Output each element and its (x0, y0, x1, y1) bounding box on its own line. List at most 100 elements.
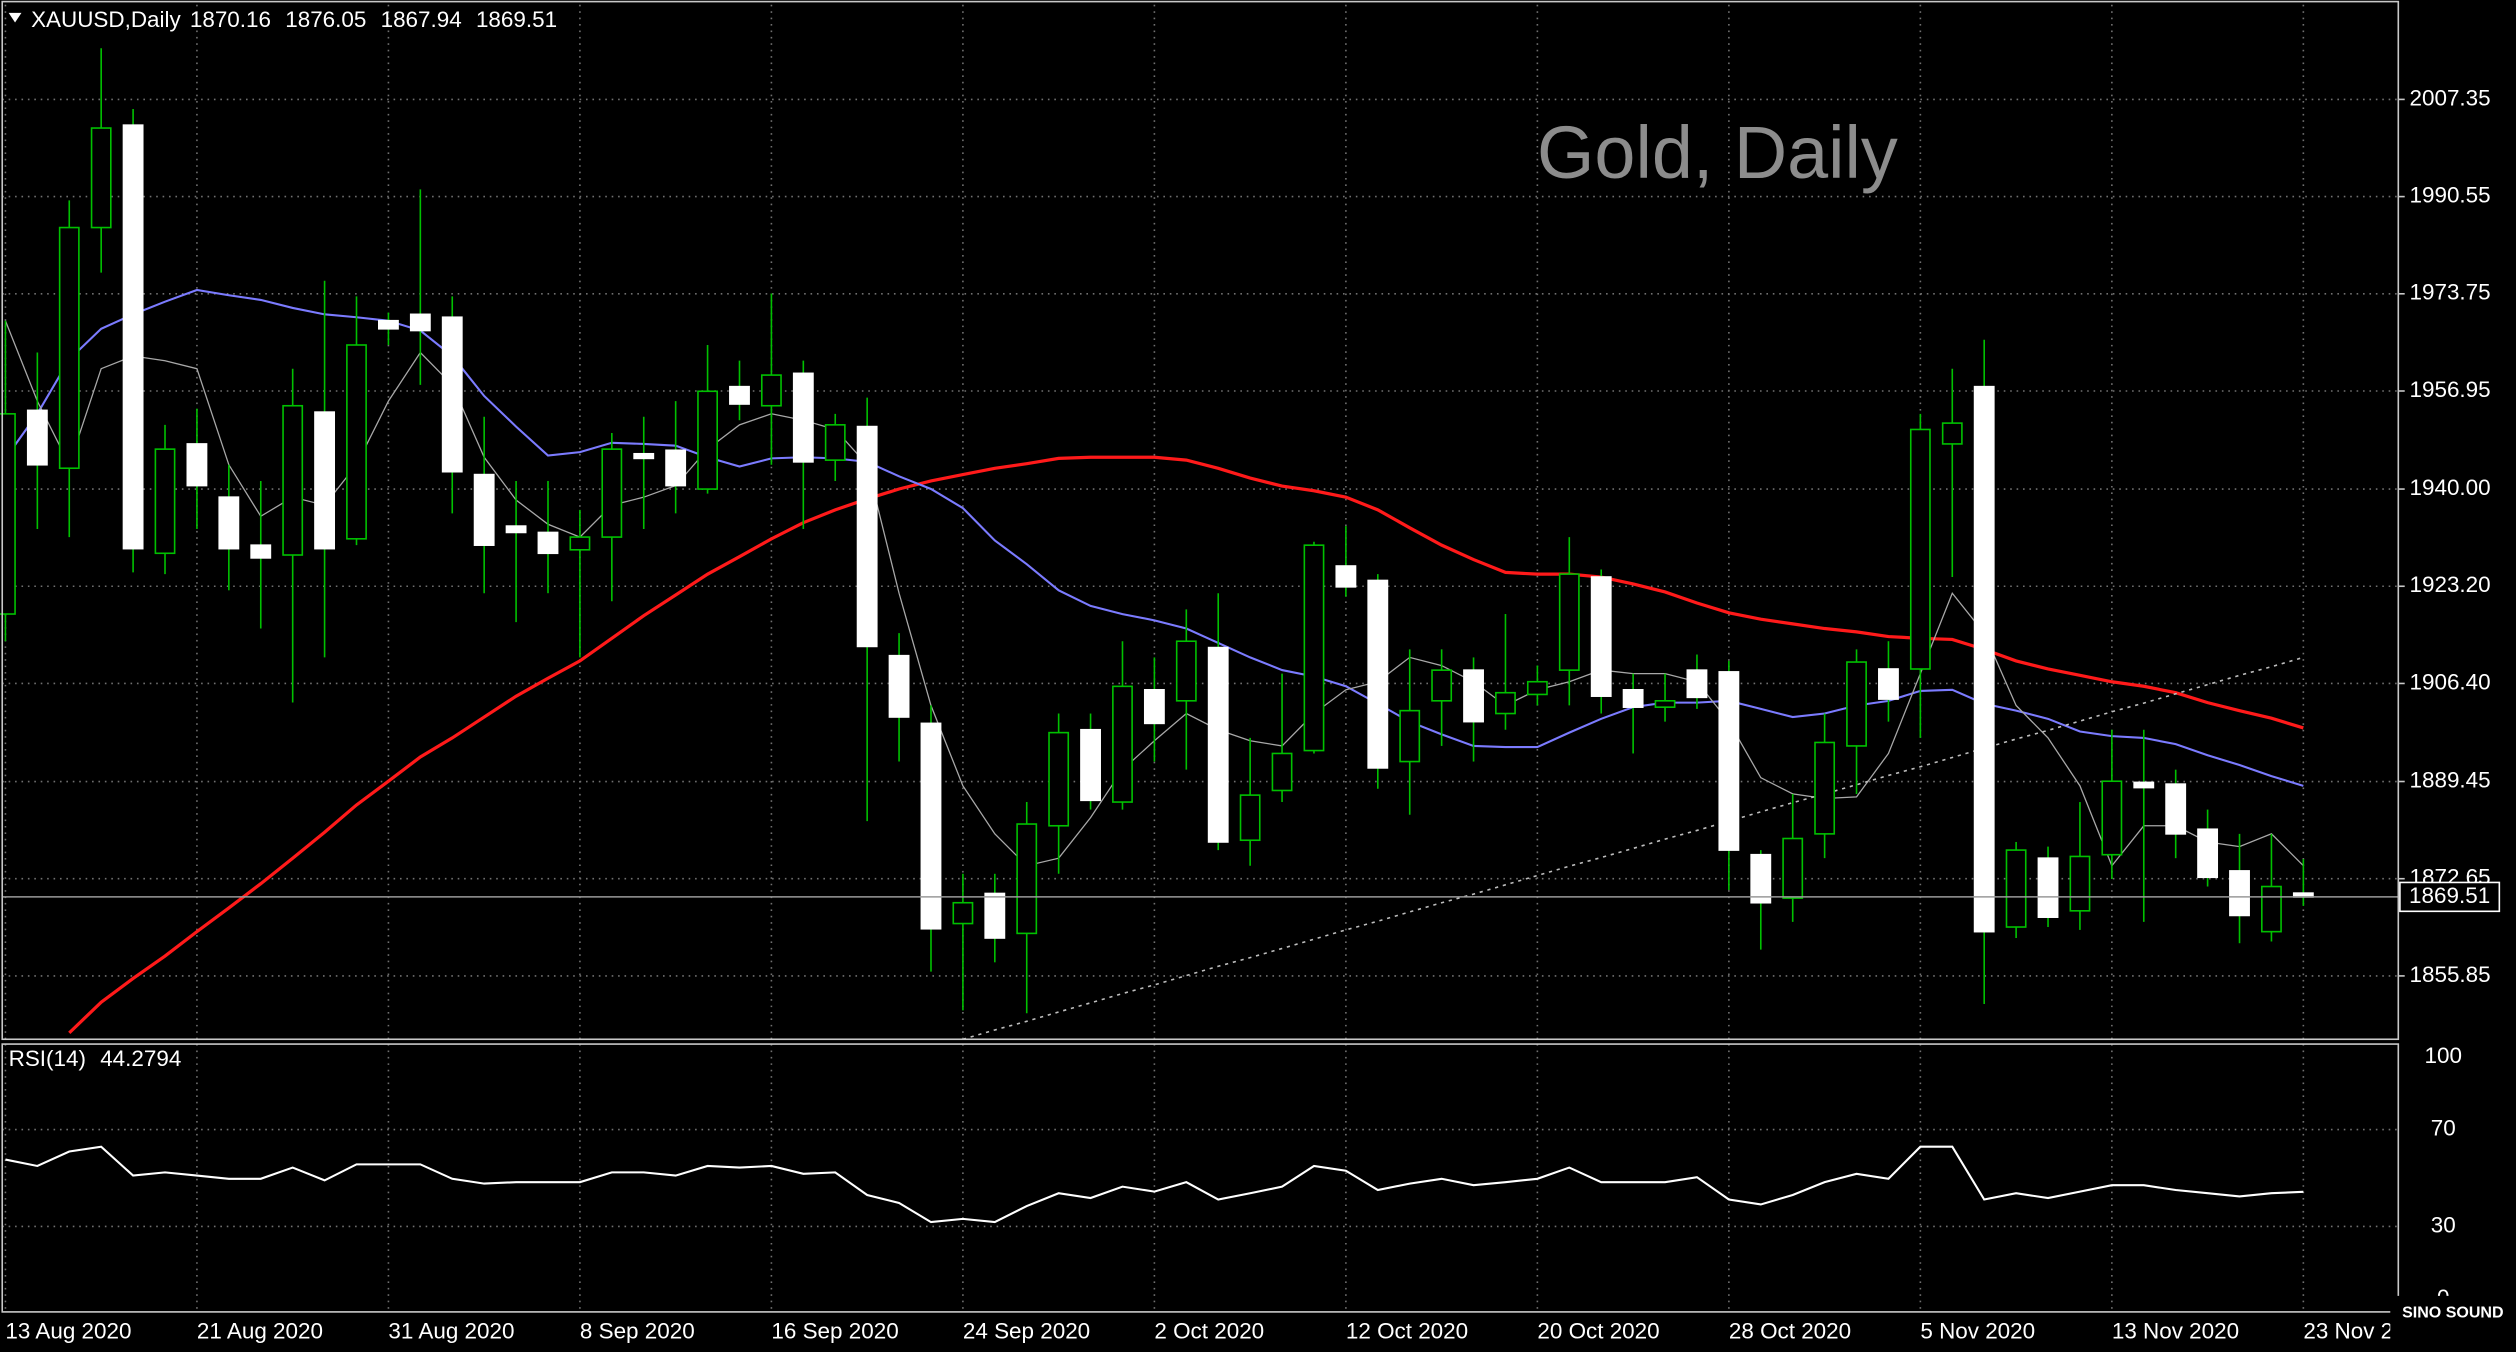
candle-body-bull (1239, 794, 1261, 842)
candle-body-bull (2261, 885, 2282, 933)
candle-body-bull (1495, 691, 1516, 715)
candle-body-bear (2133, 781, 2155, 789)
candle-body-bull (1941, 422, 1963, 445)
price-panel-frame (1, 0, 2400, 1041)
candle-body-bull (58, 226, 80, 470)
candle-body-bull (1814, 741, 1836, 835)
moving-average (68, 455, 2304, 1035)
symbol: XAUUSD,Daily (31, 7, 181, 32)
header: XAUUSD,Daily 1870.16 1876.05 1867.94 186… (31, 7, 557, 32)
candle-body-bear (1878, 668, 1899, 700)
candle-body-bear (377, 319, 399, 330)
candle-body-bear (314, 411, 336, 550)
y-tick-label: 1889.45 (2410, 767, 2491, 792)
candle-body-bear (792, 372, 814, 463)
candle-body-bull (1175, 640, 1197, 702)
y-tick-label: 1990.55 (2410, 183, 2491, 208)
menu-arrow[interactable] (8, 12, 22, 23)
close-value: 1869.51 (476, 7, 557, 32)
x-tick-label: 31 Aug 2020 (388, 1319, 514, 1344)
rsi-header: RSI(14) 44.2794 (9, 1046, 182, 1071)
candle-body-bull (154, 448, 176, 555)
y-tick-label: 2007.35 (2410, 85, 2491, 110)
candle-body-bull (952, 901, 974, 925)
candle-body-bull (1558, 573, 1580, 671)
candle-body-bull (90, 127, 112, 229)
rsi-tick-label: 70 (2431, 1115, 2456, 1140)
y-tick-label: 1940.00 (2410, 475, 2491, 500)
candle-body-bear (473, 473, 495, 546)
candle-body-bear (920, 722, 942, 930)
x-tick-label: 24 Sep 2020 (963, 1319, 1090, 1344)
candle-body-bear (1686, 669, 1708, 699)
y-tick-label: 1906.40 (2410, 669, 2491, 694)
x-tick-label: 13 Nov 2020 (2112, 1319, 2239, 1344)
x-tick-label: 16 Sep 2020 (771, 1319, 898, 1344)
candle-body-bull (1271, 752, 1293, 792)
candle-body-bear (122, 124, 144, 550)
candle-body-bear (1622, 689, 1644, 708)
candle-body-bear (665, 449, 687, 487)
candle-body-bear (2229, 870, 2250, 917)
candle-body-bull (1048, 731, 1070, 827)
x-tick-label: 2 Oct 2020 (1154, 1319, 1264, 1344)
candle-body-bear (250, 544, 272, 559)
candle-body-bull (0, 413, 16, 615)
candle-body-bear (1367, 579, 1389, 769)
x-tick-label: 12 Oct 2020 (1346, 1319, 1468, 1344)
y-tick-label: 1956.95 (2410, 377, 2491, 402)
candle-body-bull (346, 344, 367, 540)
candle-body-bear (1718, 671, 1740, 851)
candle-body-bull (1846, 661, 1867, 747)
candle-body-bull (2005, 849, 2027, 928)
y-tick-label: 1923.20 (2410, 572, 2491, 597)
candle-body-bear (1080, 728, 1101, 802)
candle-body-bear (1143, 689, 1165, 725)
candle-body-bear (537, 531, 559, 555)
current-price-box (2399, 881, 2501, 913)
x-tick-label: 5 Nov 2020 (1920, 1319, 2035, 1344)
rsi-title: RSI(14) (9, 1046, 86, 1071)
candle-body-bull (1526, 680, 1548, 696)
candle-body-bull (2069, 855, 2091, 912)
y-tick-label: 1973.75 (2410, 280, 2491, 305)
candle-body-bull (697, 390, 719, 490)
candle-body-bull (1909, 428, 1931, 670)
candle-body-bear (441, 316, 463, 473)
candle-body-bull (1399, 709, 1421, 763)
open-value: 1870.16 (190, 7, 271, 32)
candle-body-bull (1112, 685, 1133, 803)
logo-box (2390, 1295, 2516, 1352)
candle-body-bear (2197, 828, 2219, 879)
candle-body-bull (1654, 700, 1676, 708)
candle-body-bear (26, 409, 48, 466)
x-tick-label: 21 Aug 2020 (197, 1319, 323, 1344)
candle-body-bull (824, 424, 846, 461)
rsi-tick-label: 100 (2424, 1043, 2461, 1068)
x-tick-label: 13 Aug 2020 (5, 1319, 131, 1344)
low-value: 1867.94 (381, 7, 462, 32)
candle-body-bull (760, 374, 782, 407)
candle-body-bear (505, 525, 527, 534)
candle-body-bear (856, 425, 878, 648)
candle-body-bull (601, 448, 623, 538)
candle-body-bear (1463, 669, 1484, 723)
candle-body-bear (1590, 576, 1612, 697)
candle-body-bull (282, 404, 304, 556)
candle-body-bull (1303, 544, 1325, 752)
rsi-value: 44.2794 (100, 1046, 181, 1071)
candle-body-bear (2165, 783, 2187, 835)
candle-body-bull (1431, 669, 1453, 702)
candle-body-bear (1750, 853, 1772, 904)
candle-body-bull (569, 536, 591, 551)
candle-body-bear (729, 385, 750, 405)
candle-body-bear (2037, 857, 2059, 918)
candle-body-bull (1782, 837, 1804, 899)
logo: SINO SOUND (2402, 1304, 2503, 1322)
candle-body-bull (2101, 780, 2123, 856)
candle-body-bear (633, 452, 655, 460)
candle-body-bear (1335, 565, 1357, 588)
